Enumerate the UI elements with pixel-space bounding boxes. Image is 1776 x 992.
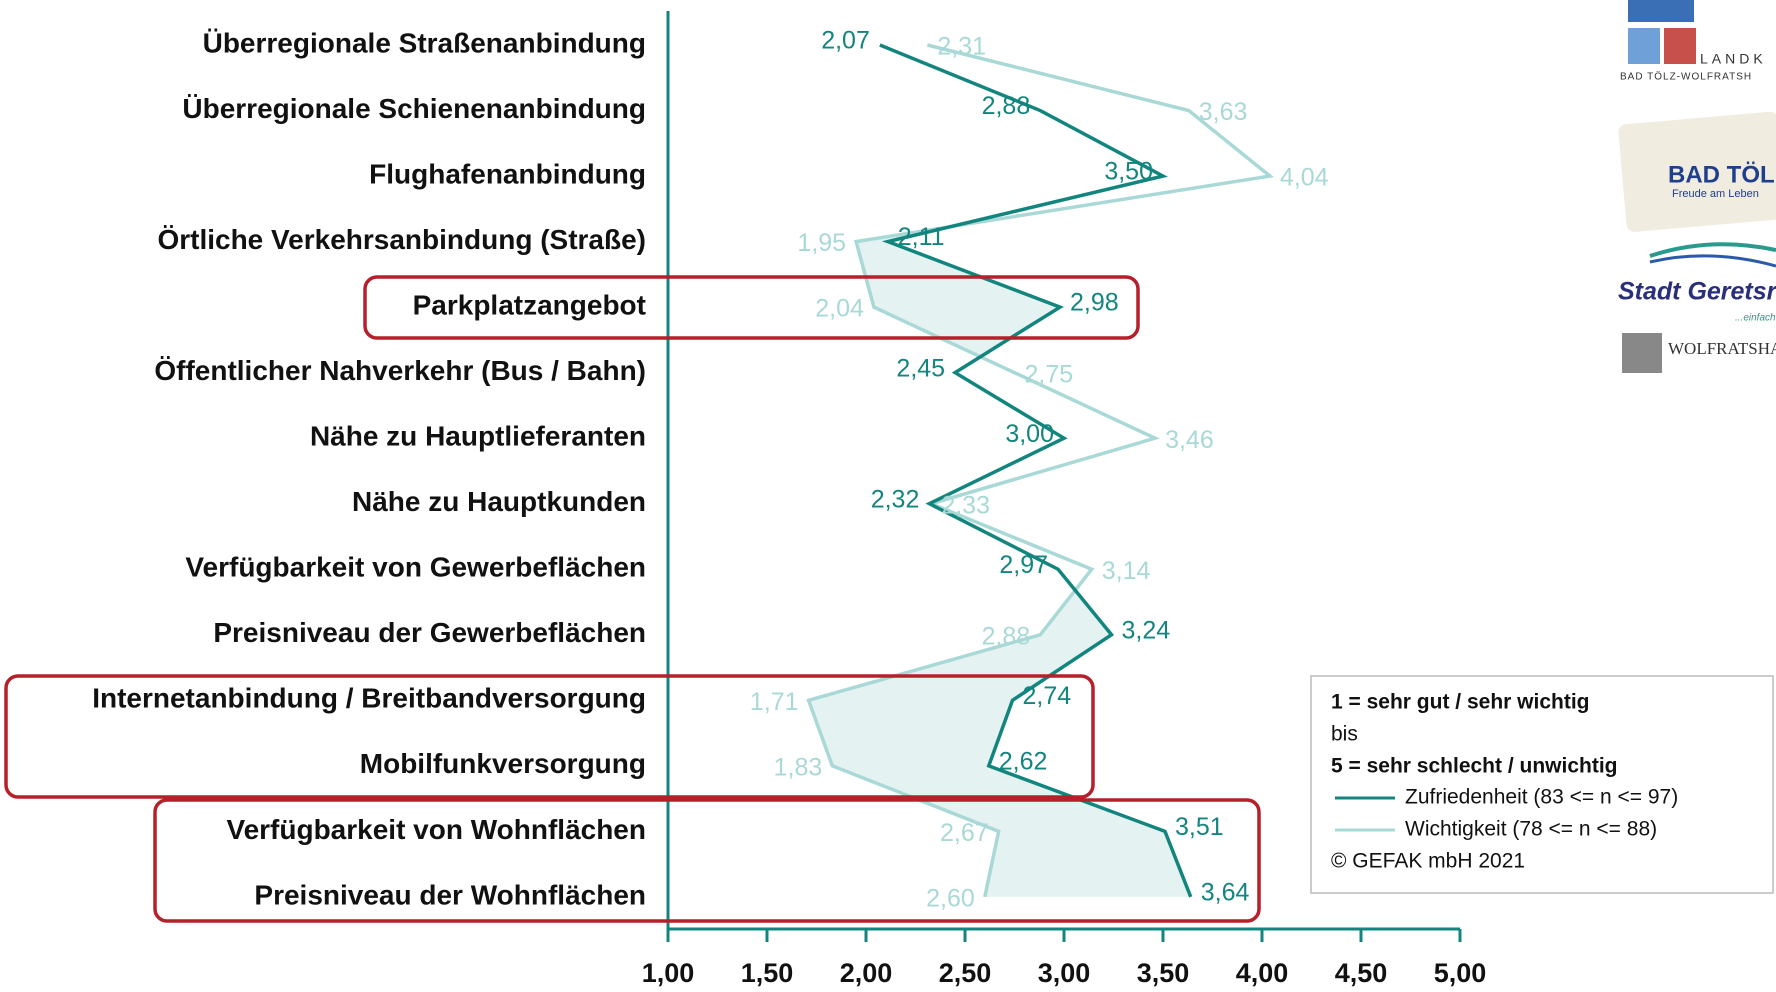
legend: 1 = sehr gut / sehr wichtig bis 5 = sehr…: [1310, 675, 1774, 894]
series-line: [806, 43, 1275, 898]
value-label: 2,75: [1025, 360, 1074, 388]
value-label: 2,31: [937, 33, 986, 61]
category-label: Verfügbarkeit von Wohnflächen: [226, 814, 646, 845]
legend-note: bis: [1331, 723, 1358, 746]
value-label: 2,32: [871, 485, 920, 513]
highlight-box: [363, 275, 1140, 340]
x-tick-label: 3,50: [1137, 958, 1190, 988]
value-label: 2,88: [982, 92, 1031, 120]
value-label: 1,71: [750, 688, 799, 716]
value-label: 3,63: [1199, 98, 1248, 126]
value-label: 2,33: [941, 491, 990, 519]
value-label: 3,00: [1005, 420, 1054, 448]
highlight-box: [153, 798, 1261, 923]
x-tick-label: 4,50: [1335, 958, 1388, 988]
logo-text: BAD TÖLZ-WOLFRATSH: [1620, 71, 1752, 83]
value-label: 3,50: [1104, 158, 1153, 186]
category-label: Nähe zu Hauptkunden: [352, 486, 646, 517]
category-label: Preisniveau der Wohnflächen: [254, 879, 646, 910]
value-label: 1,83: [774, 753, 823, 781]
logo-swoosh: [1649, 242, 1776, 258]
category-label: Verfügbarkeit von Gewerbeflächen: [185, 552, 646, 583]
value-label: 2,97: [999, 551, 1048, 579]
category-label: Örtliche Verkehrsanbindung (Straße): [157, 224, 646, 255]
x-tick-label: 5,00: [1434, 958, 1487, 988]
value-label: 2,07: [821, 27, 870, 55]
value-label: 2,60: [926, 884, 975, 912]
value-label: 2,45: [896, 354, 945, 382]
category-label: Internetanbindung / Breitbandversorgung: [92, 683, 646, 714]
logo-text: Stadt Geretsr: [1618, 278, 1776, 306]
x-tick-label: 1,00: [642, 958, 695, 988]
value-label: 3,14: [1102, 557, 1151, 585]
copyright: © GEFAK mbH 2021: [1331, 850, 1525, 873]
category-label: Mobilfunkversorgung: [360, 748, 646, 779]
value-label: 2,98: [1070, 289, 1119, 317]
value-label: 2,74: [1023, 682, 1072, 710]
category-label: Parkplatzangebot: [413, 290, 646, 321]
legend-label: Wichtigkeit (78 <= n <= 88): [1405, 818, 1657, 841]
value-label: 2,88: [982, 622, 1031, 650]
value-label: 3,46: [1165, 426, 1214, 454]
category-label: Überregionale Straßenanbindung: [203, 27, 646, 58]
category-label: Öffentlicher Nahverkehr (Bus / Bahn): [154, 355, 646, 386]
value-label: 2,67: [940, 819, 989, 847]
legend-box: [1310, 675, 1774, 894]
value-label: 4,04: [1280, 164, 1329, 192]
logo-text: BAD TÖL: [1668, 161, 1775, 188]
legend-note: 1 = sehr gut / sehr wichtig: [1331, 691, 1589, 714]
value-label: 3,24: [1122, 616, 1171, 644]
logo-card: [1618, 111, 1776, 232]
category-label: Nähe zu Hauptlieferanten: [310, 421, 646, 452]
value-label: 2,11: [898, 223, 945, 251]
value-label: 2,04: [815, 295, 864, 323]
logo-crest: [1628, 0, 1694, 22]
value-label: 2,62: [999, 747, 1048, 775]
x-tick-label: 2,00: [840, 958, 893, 988]
logo-text: ...einfach: [1735, 313, 1776, 324]
logo-text: Freude am Leben: [1672, 188, 1759, 200]
category-label: Flughafenanbindung: [369, 158, 646, 189]
value-label: 3,51: [1175, 813, 1224, 841]
value-label: 3,64: [1201, 878, 1250, 906]
logo-text: LANDK: [1700, 51, 1767, 67]
logo-crest: [1664, 28, 1696, 64]
category-label: Preisniveau der Gewerbeflächen: [213, 617, 646, 648]
value-label: 1,95: [797, 229, 846, 257]
plot: Überregionale Straßenanbindung 2,07 2,31 Üb…: [92, 11, 1486, 988]
x-tick-label: 3,00: [1038, 958, 1091, 988]
x-tick-label: 2,50: [939, 958, 992, 988]
gap-mask: [668, 45, 1270, 897]
logos: LANDK BAD TÖLZ-WOLFRATSH BAD TÖL Freude …: [1618, 0, 1776, 373]
logo-crest: [1622, 333, 1662, 373]
x-tick-label: 1,50: [741, 958, 794, 988]
series-line: [879, 43, 1193, 898]
x-tick-label: 4,00: [1236, 958, 1289, 988]
logo-text: WOLFRATSHA: [1668, 339, 1776, 358]
legend-note: 5 = sehr schlecht / unwichtig: [1331, 755, 1618, 778]
legend-label: Zufriedenheit (83 <= n <= 97): [1405, 786, 1678, 809]
logo-swoosh: [1649, 254, 1776, 268]
category-label: Überregionale Schienenanbindung: [182, 93, 646, 124]
highlight-box: [4, 674, 1095, 799]
logo-crest: [1628, 28, 1660, 64]
